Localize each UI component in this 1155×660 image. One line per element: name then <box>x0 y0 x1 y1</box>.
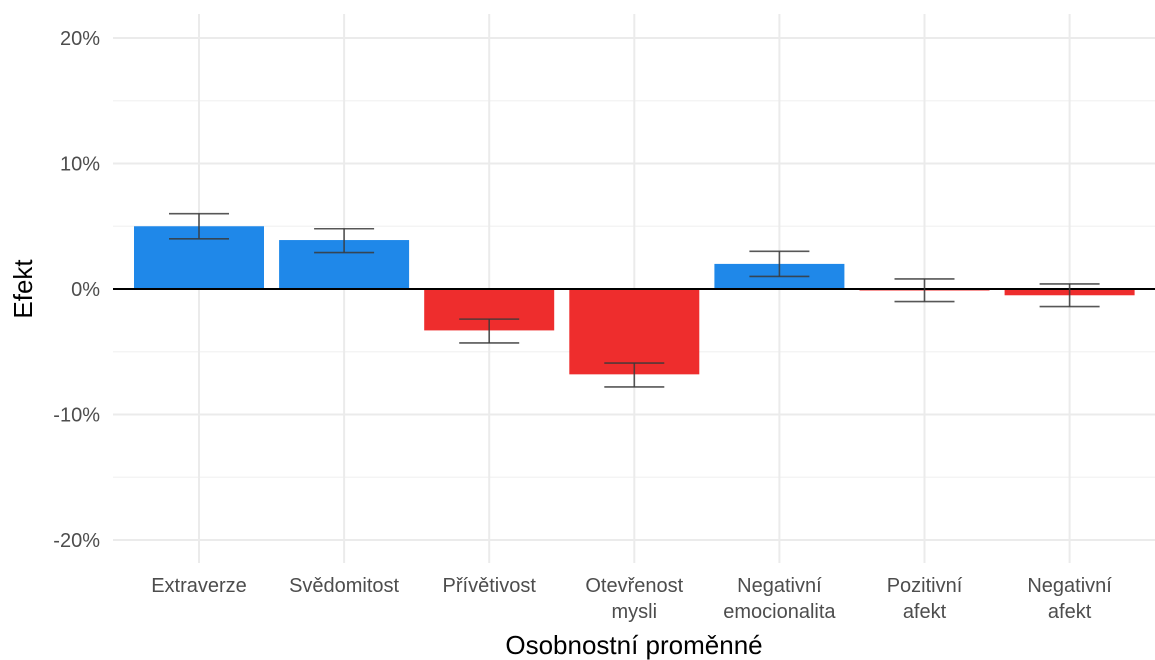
x-tick-label-line: Extraverze <box>151 575 247 597</box>
x-tick-label: Otevřenost mysli <box>585 575 683 623</box>
error-bar <box>749 250 810 278</box>
x-tick-label: Přívětivost <box>443 575 537 597</box>
y-tick-label: 10% <box>60 154 100 176</box>
error-bars <box>169 212 1100 388</box>
x-tick-label: Svědomitost <box>289 575 399 597</box>
y-axis-title: Efekt <box>8 259 38 319</box>
x-tick-label: Pozitivní afekt <box>887 575 963 623</box>
x-tick-label: Negativní emocionalita <box>723 575 836 623</box>
y-tick-label: 20% <box>60 28 100 50</box>
x-tick-label-line: afekt <box>903 601 947 623</box>
x-tick-label-line: Negativní <box>1027 575 1112 597</box>
error-bar <box>894 278 955 303</box>
x-tick-label-line: Otevřenost <box>585 575 683 597</box>
bars <box>134 226 1135 375</box>
x-tick-label-line: mysli <box>612 601 658 623</box>
error-bar <box>459 318 520 344</box>
x-tick-label-line: afekt <box>1048 601 1092 623</box>
x-tick-label-line: Svědomitost <box>289 575 399 597</box>
x-tick-label-line: Přívětivost <box>443 575 537 597</box>
x-axis-title: Osobnostní proměnné <box>505 630 762 660</box>
x-tick-label-line: Negativní <box>737 575 822 597</box>
y-tick-label: 0% <box>71 279 100 301</box>
x-tick-label-line: Pozitivní <box>887 575 963 597</box>
x-tick-label: Extraverze <box>151 575 247 597</box>
x-tick-label: Negativní afekt <box>1027 575 1112 623</box>
error-bar <box>1039 283 1100 308</box>
y-tick-label: -20% <box>53 530 100 552</box>
error-bar <box>169 212 229 240</box>
bar <box>569 289 700 375</box>
y-axis-tick-labels: -20% -10% 0% 10% 20% <box>53 28 100 552</box>
error-bar <box>604 362 665 388</box>
y-tick-label: -10% <box>53 405 100 427</box>
x-axis-tick-labels: Extraverze Svědomitost Přívětivost Otevřeno… <box>151 575 1112 623</box>
error-bar <box>314 227 375 254</box>
x-tick-label-line: emocionalita <box>723 601 836 623</box>
